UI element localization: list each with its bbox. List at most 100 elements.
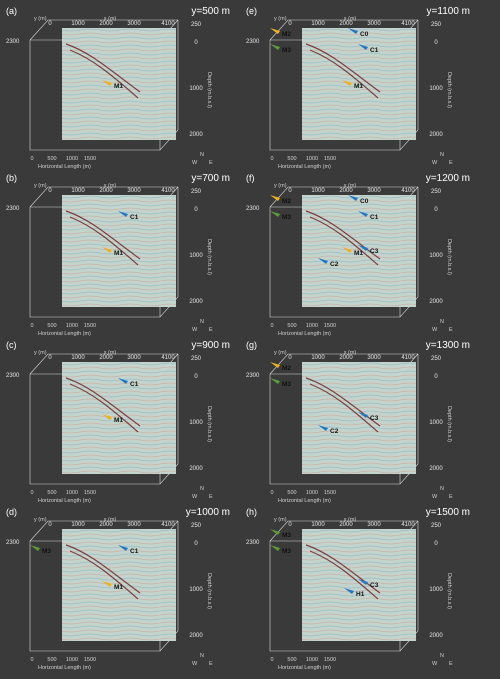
x-tick: 2000 xyxy=(99,355,113,361)
compass-e: E xyxy=(449,494,453,500)
annotation-label: M1 xyxy=(114,417,123,424)
annotation-label: M3 xyxy=(282,214,291,221)
depth-axis-label: Depth (m.b.s.l) xyxy=(206,239,212,275)
annotation-label: C3 xyxy=(370,582,379,589)
y-tick: 2300 xyxy=(6,206,20,212)
depth-axis-label: Depth (m.b.s.l) xyxy=(206,406,212,442)
hlen-tick: 1000 xyxy=(306,323,318,329)
x-tick: 0 xyxy=(288,355,292,361)
annotation-label: C3 xyxy=(370,415,379,422)
y-axis-label: y (m) xyxy=(34,350,47,356)
compass-e: E xyxy=(449,327,453,333)
panel-title: y=1300 m xyxy=(426,340,470,351)
fault-reflector xyxy=(65,377,141,433)
y-tick: 2300 xyxy=(6,540,20,546)
annotation-arrow xyxy=(318,258,328,264)
y-tick: 2300 xyxy=(6,39,20,45)
panel: (d) y=1000 m 0 1000 2000 3000 4100 y (m) x (m) 23… xyxy=(6,507,230,671)
compass-e: E xyxy=(209,327,213,333)
depth-tick: 0 xyxy=(434,374,438,380)
hlen-tick: 0 xyxy=(30,323,33,329)
depth-tick: 1000 xyxy=(429,420,443,426)
compass-w: W xyxy=(432,661,438,667)
hlen-tick: 1000 xyxy=(66,490,78,496)
hlen-tick: 0 xyxy=(270,156,273,162)
depth-tick: 0 xyxy=(434,541,438,547)
annotation-arrow xyxy=(358,412,368,418)
compass-w: W xyxy=(192,494,198,500)
x-axis-label: x (m) xyxy=(104,350,117,356)
fault-reflector xyxy=(65,43,141,99)
x-tick: 2000 xyxy=(339,21,353,27)
x-tick: 4100 xyxy=(401,188,415,194)
x-axis-label: x (m) xyxy=(344,16,357,22)
annotation-arrow xyxy=(270,44,280,50)
x-axis-label: x (m) xyxy=(344,183,357,189)
x-tick: 4100 xyxy=(161,21,175,27)
depth-tick: 0 xyxy=(434,207,438,213)
seismic-section xyxy=(302,362,416,474)
y-tick: 2300 xyxy=(6,373,20,379)
depth-tick: 2000 xyxy=(429,466,443,472)
hlen-tick: 0 xyxy=(30,657,33,663)
y-axis-label: y (m) xyxy=(34,16,47,22)
x-axis-label: x (m) xyxy=(344,350,357,356)
annotation-label: M3 xyxy=(282,532,291,539)
annotation-label: M2 xyxy=(282,31,291,38)
x-tick: 0 xyxy=(288,522,292,528)
x-tick: 3000 xyxy=(367,522,381,528)
hlen-tick: 1500 xyxy=(324,156,336,162)
x-tick: 1000 xyxy=(311,21,325,27)
depth-tick: 1000 xyxy=(429,587,443,593)
x-tick: 2000 xyxy=(339,522,353,528)
panel: (h) y=1500 m 0 1000 2000 3000 4100 y (m) x (m) 23… xyxy=(246,507,470,671)
y-tick: 2300 xyxy=(246,373,260,379)
hlen-tick: 500 xyxy=(287,657,296,663)
panel: (g) y=1300 m 0 1000 2000 3000 4100 y (m) x (m) 23… xyxy=(246,340,470,504)
depth-tick: 250 xyxy=(191,189,202,195)
compass-n: N xyxy=(200,653,204,659)
depth-tick: 2000 xyxy=(189,633,203,639)
y-tick: 2300 xyxy=(246,39,260,45)
hlen-tick: 500 xyxy=(47,657,56,663)
depth-tick: 0 xyxy=(194,374,198,380)
hlen-tick: 0 xyxy=(30,490,33,496)
x-tick: 2000 xyxy=(99,188,113,194)
annotation-arrow xyxy=(118,211,128,217)
compass-n: N xyxy=(200,486,204,492)
hlen-tick: 500 xyxy=(287,490,296,496)
x-tick: 0 xyxy=(48,355,52,361)
compass-w: W xyxy=(192,661,198,667)
annotation-label: M3 xyxy=(282,381,291,388)
hlen-axis-label: Horizontal Length (m) xyxy=(278,498,331,504)
x-tick: 1000 xyxy=(71,355,85,361)
depth-axis-label: Depth (m.b.s.l) xyxy=(206,72,212,108)
hlen-tick: 1500 xyxy=(84,490,96,496)
depth-tick: 250 xyxy=(431,22,442,28)
annotation-arrow xyxy=(270,28,280,34)
hlen-tick: 1000 xyxy=(66,657,78,663)
depth-axis-label: Depth (m.b.s.l) xyxy=(446,406,452,442)
annotation-label: M3 xyxy=(282,47,291,54)
compass-e: E xyxy=(449,160,453,166)
x-axis-label: x (m) xyxy=(104,16,117,22)
hlen-tick: 500 xyxy=(287,323,296,329)
annotation-arrow xyxy=(102,414,112,420)
depth-tick: 2000 xyxy=(429,299,443,305)
x-tick: 2000 xyxy=(339,188,353,194)
hlen-tick: 1000 xyxy=(66,156,78,162)
annotation-label: M3 xyxy=(42,548,51,555)
x-axis-label: x (m) xyxy=(104,517,117,523)
hlen-tick: 1500 xyxy=(84,156,96,162)
x-tick: 0 xyxy=(288,21,292,27)
x-tick: 4100 xyxy=(401,355,415,361)
annotation-label: C2 xyxy=(330,261,339,268)
annotation-label: M2 xyxy=(282,365,291,372)
x-tick: 0 xyxy=(48,188,52,194)
hlen-tick: 1000 xyxy=(306,156,318,162)
y-tick: 2300 xyxy=(246,206,260,212)
panel-label: (h) xyxy=(246,507,257,517)
hlen-axis-label: Horizontal Length (m) xyxy=(38,498,91,504)
hlen-tick: 500 xyxy=(47,323,56,329)
annotation-label: C0 xyxy=(360,31,369,38)
